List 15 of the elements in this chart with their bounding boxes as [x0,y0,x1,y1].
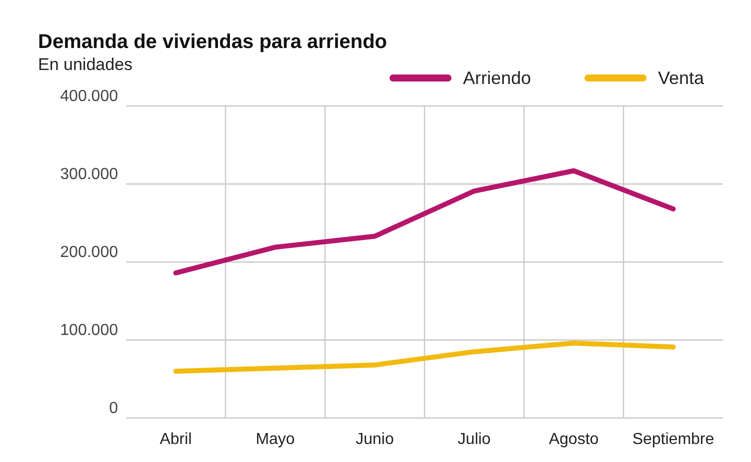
x-tick-label: Julio [458,431,491,448]
x-tick-label: Mayo [256,431,295,448]
y-tick-label: 0 [109,400,118,418]
chart-title: Demanda de viviendas para arriendo [38,31,388,53]
legend-label: Venta [658,68,706,88]
y-tick-label: 300.000 [60,166,118,184]
y-tick-label: 400.000 [60,88,118,106]
x-tick-label: Abril [160,431,192,448]
x-tick-label: Junio [356,431,394,448]
y-tick-label: 100.000 [60,322,118,340]
y-tick-label: 200.000 [60,244,118,262]
x-tick-label: Agosto [548,431,599,448]
x-tick-label: Septiembre [632,431,714,448]
chart-subtitle: En unidades [38,55,133,74]
legend-label: Arriendo [463,68,532,88]
